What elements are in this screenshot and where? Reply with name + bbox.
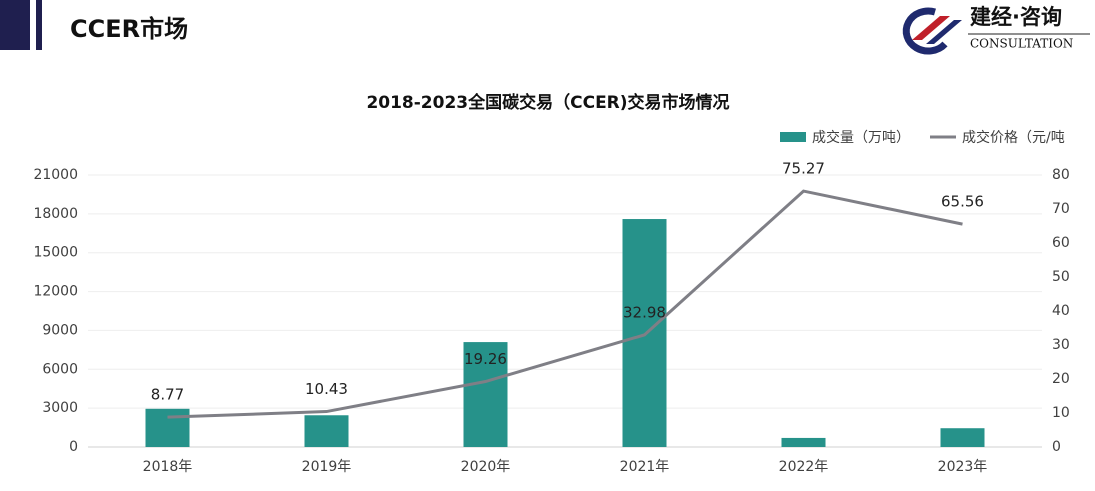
- data-label: 10.43: [305, 380, 348, 398]
- logo: [902, 7, 1090, 55]
- y2-tick-label: 0: [1052, 439, 1061, 455]
- data-label: 19.26: [464, 350, 507, 368]
- legend-label: 成交量（万吨）: [812, 129, 910, 146]
- y-tick-label: 21000: [33, 167, 78, 183]
- data-label: 75.27: [782, 160, 825, 178]
- x-tick-label: 2018年: [143, 459, 193, 475]
- x-tick-label: 2019年: [302, 459, 352, 475]
- chart-title: 2018-2023全国碳交易（CCER)交易市场情况: [366, 92, 729, 113]
- x-tick-label: 2023年: [938, 459, 988, 475]
- y2-tick-label: 30: [1052, 337, 1070, 353]
- y2-tick-label: 20: [1052, 371, 1070, 387]
- line: [167, 189, 963, 419]
- y2-tick-label: 50: [1052, 269, 1070, 285]
- logo-sub: CONSULTATION: [970, 37, 1073, 51]
- y2-tick-label: 70: [1052, 201, 1070, 217]
- x-tick-label: 2020年: [461, 459, 511, 475]
- page-title: CCER市场: [70, 15, 188, 43]
- y2-tick-label: 80: [1052, 167, 1070, 183]
- data-label: 65.56: [941, 193, 984, 211]
- bar: [304, 415, 349, 447]
- y-tick-label: 3000: [42, 400, 78, 416]
- y-tick-label: 18000: [33, 206, 78, 222]
- bar: [463, 342, 508, 447]
- data-label: 8.77: [151, 386, 184, 404]
- y2-tick-label: 60: [1052, 235, 1070, 251]
- x-tick-label: 2021年: [620, 459, 670, 475]
- y-tick-label: 15000: [33, 245, 78, 261]
- header-bar: [36, 0, 42, 50]
- data-label: 32.98: [623, 303, 666, 321]
- y-tick-label: 6000: [42, 361, 78, 377]
- y-tick-label: 0: [69, 439, 78, 455]
- y-tick-label: 9000: [42, 322, 78, 338]
- logo-name: 建经·咨询: [970, 5, 1062, 29]
- bar: [781, 437, 826, 447]
- y2-tick-label: 40: [1052, 303, 1070, 319]
- y2-tick-label: 10: [1052, 405, 1070, 421]
- legend-swatch: [780, 132, 806, 142]
- bar: [940, 428, 985, 447]
- legend-label: 成交价格（元/吨: [962, 129, 1065, 146]
- y-tick-label: 12000: [33, 284, 78, 300]
- header-block: [0, 0, 30, 50]
- bar: [145, 408, 190, 447]
- x-tick-label: 2022年: [779, 459, 829, 475]
